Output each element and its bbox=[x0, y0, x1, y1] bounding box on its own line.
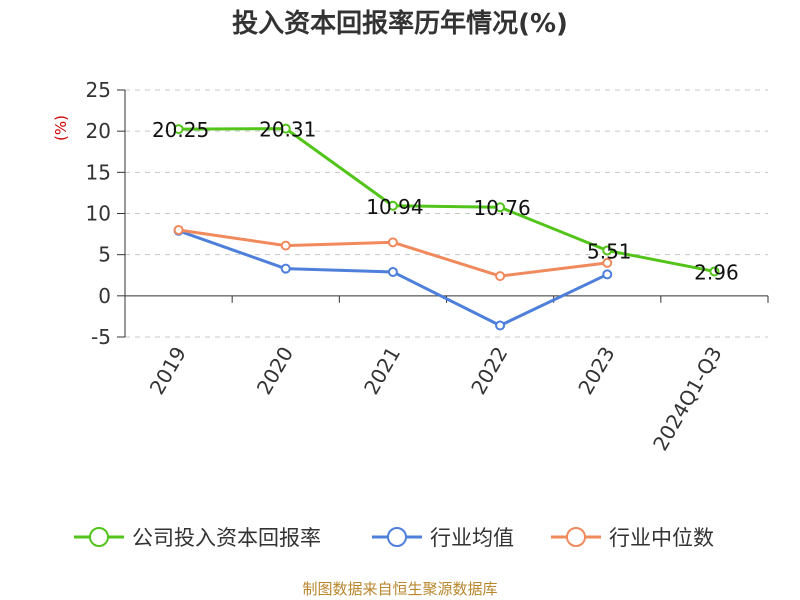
source-note: 制图数据来自恒生聚源数据库 bbox=[302, 580, 497, 598]
data-point bbox=[173, 124, 184, 135]
data-point bbox=[495, 202, 506, 213]
data-point bbox=[495, 271, 506, 282]
data-point bbox=[387, 237, 398, 248]
data-point bbox=[495, 320, 506, 331]
legend-marker bbox=[89, 527, 109, 547]
legend-label: 行业中位数 bbox=[609, 526, 714, 550]
y-tick-label: 15 bbox=[86, 160, 111, 184]
y-tick-label: 25 bbox=[86, 78, 111, 102]
series-line-0 bbox=[178, 127, 715, 273]
x-tick-label: 2023 bbox=[573, 343, 619, 399]
legend-marker bbox=[566, 527, 586, 547]
x-tick-label: 2020 bbox=[252, 343, 298, 399]
y-tick-label: 5 bbox=[98, 243, 111, 267]
legend-label: 行业均值 bbox=[430, 526, 514, 550]
y-tick-label: 10 bbox=[86, 202, 111, 226]
x-tick-label: 2021 bbox=[359, 343, 405, 399]
data-label: 10.76 bbox=[473, 196, 530, 220]
data-label: 20.25 bbox=[152, 118, 209, 142]
legend-marker bbox=[387, 527, 407, 547]
data-label: 2.96 bbox=[694, 260, 739, 284]
data-point bbox=[387, 200, 398, 211]
chart-title: 投入资本回报率历年情况(%) bbox=[232, 8, 568, 39]
x-tick-label: 2022 bbox=[466, 343, 512, 399]
data-point bbox=[602, 269, 613, 280]
data-point bbox=[602, 245, 613, 256]
y-tick-label: 0 bbox=[98, 284, 111, 308]
data-point bbox=[280, 240, 291, 251]
data-point bbox=[280, 263, 291, 274]
series-lines bbox=[173, 123, 720, 331]
x-tick-label: 2019 bbox=[145, 343, 191, 399]
data-labels: 20.25 20.31 10.94 10.76 5.51 2.96 bbox=[152, 118, 739, 285]
data-label: 10.94 bbox=[366, 195, 423, 219]
y-axis-unit: (%) bbox=[52, 115, 70, 141]
data-point bbox=[602, 257, 613, 268]
grid-lines bbox=[125, 89, 768, 338]
data-label: 5.51 bbox=[587, 239, 632, 263]
legend: 公司投入资本回报率 行业均值 行业中位数 bbox=[74, 526, 714, 550]
y-tick-label: 20 bbox=[86, 119, 111, 143]
data-point bbox=[173, 224, 184, 235]
data-point bbox=[280, 123, 291, 134]
legend-label: 公司投入资本回报率 bbox=[132, 526, 321, 550]
data-label: 20.31 bbox=[259, 118, 316, 142]
x-tick-label: 2024Q1-Q3 bbox=[648, 343, 727, 455]
data-point bbox=[387, 266, 398, 277]
y-tick-label: -5 bbox=[91, 325, 111, 349]
data-point bbox=[709, 266, 720, 277]
